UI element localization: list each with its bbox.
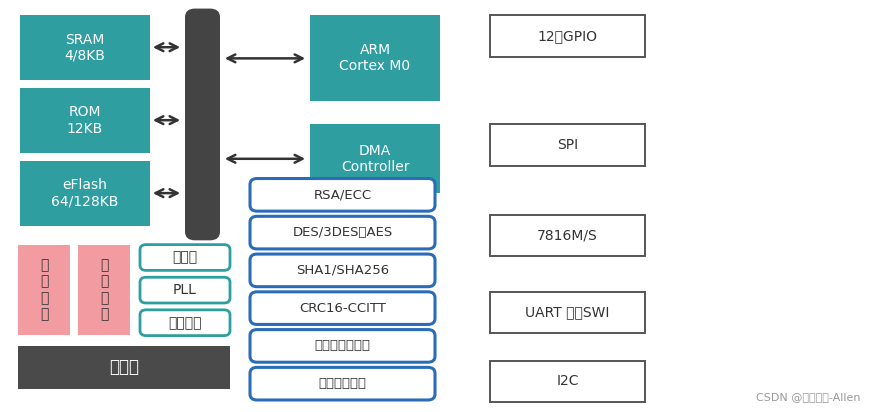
FancyBboxPatch shape: [250, 178, 435, 211]
Bar: [310, 16, 440, 101]
Text: CSDN @青牛科技-Allen: CSDN @青牛科技-Allen: [755, 392, 860, 402]
Bar: [310, 124, 440, 193]
Text: ARM
Cortex M0: ARM Cortex M0: [339, 43, 411, 73]
Text: SRAM
4/8KB: SRAM 4/8KB: [65, 33, 106, 63]
Text: UART 支持SWI: UART 支持SWI: [525, 305, 610, 319]
Text: 中断控制: 中断控制: [168, 316, 201, 330]
Text: PLL: PLL: [173, 283, 197, 297]
FancyBboxPatch shape: [250, 368, 435, 400]
Bar: [490, 360, 645, 402]
FancyBboxPatch shape: [250, 254, 435, 287]
Bar: [20, 89, 150, 153]
Text: I2C: I2C: [556, 374, 579, 388]
FancyBboxPatch shape: [250, 330, 435, 362]
Text: DES/3DES、AES: DES/3DES、AES: [292, 226, 392, 239]
Bar: [490, 124, 645, 166]
Bar: [78, 245, 130, 335]
Text: CRC16-CCITT: CRC16-CCITT: [299, 302, 386, 315]
Bar: [18, 346, 230, 389]
Text: 定时器: 定时器: [173, 250, 198, 265]
Text: SHA1/SHA256: SHA1/SHA256: [296, 264, 389, 277]
Text: 7816M/S: 7816M/S: [537, 228, 598, 242]
FancyBboxPatch shape: [250, 292, 435, 325]
Text: RSA/ECC: RSA/ECC: [313, 188, 371, 201]
Text: 12个GPIO: 12个GPIO: [537, 29, 597, 43]
Bar: [490, 16, 645, 57]
Text: 安全检测保护: 安全检测保护: [318, 377, 366, 390]
Bar: [20, 16, 150, 80]
Text: 片
内
晶
振: 片 内 晶 振: [40, 258, 48, 321]
Text: ROM
12KB: ROM 12KB: [67, 105, 103, 136]
Bar: [490, 215, 645, 256]
FancyBboxPatch shape: [140, 277, 230, 303]
FancyBboxPatch shape: [185, 9, 220, 240]
Bar: [18, 245, 70, 335]
FancyBboxPatch shape: [140, 245, 230, 270]
FancyBboxPatch shape: [250, 216, 435, 249]
Text: 电
源
管
理: 电 源 管 理: [99, 258, 108, 321]
FancyBboxPatch shape: [140, 310, 230, 336]
Bar: [490, 292, 645, 333]
Text: DMA
Controller: DMA Controller: [341, 144, 409, 174]
Text: eFlash
64/128KB: eFlash 64/128KB: [51, 178, 119, 208]
Bar: [20, 162, 150, 226]
Text: 真随机数发生器: 真随机数发生器: [315, 339, 371, 352]
Text: 低功耗: 低功耗: [109, 358, 139, 377]
Text: SPI: SPI: [557, 138, 578, 152]
